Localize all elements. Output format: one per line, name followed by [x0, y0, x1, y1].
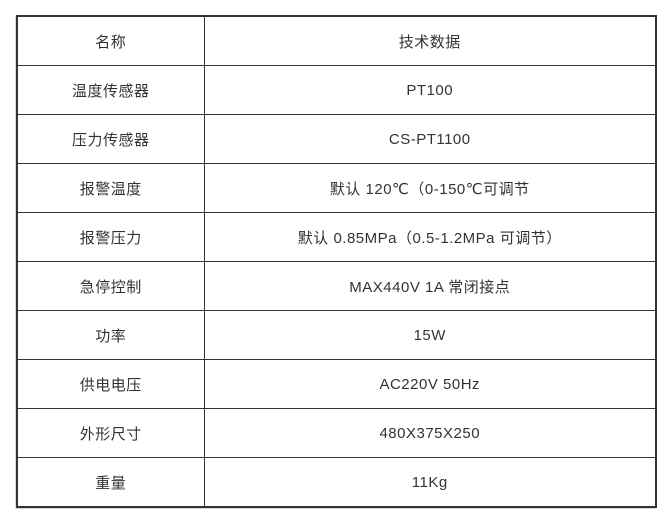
- spec-value-cell: 默认 0.85MPa（0.5-1.2MPa 可调节）: [203, 212, 657, 262]
- spec-value-cell: MAX440V 1A 常闭接点: [203, 261, 657, 311]
- table-row: 压力传感器 CS-PT1100: [16, 114, 657, 164]
- spec-label-cell: 外形尺寸: [16, 408, 205, 458]
- table-row: 供电电压 AC220V 50Hz: [16, 359, 657, 409]
- table-row: 外形尺寸 480X375X250: [16, 408, 657, 458]
- header-data-cell: 技术数据: [203, 15, 657, 66]
- spec-value-cell: CS-PT1100: [203, 114, 657, 164]
- spec-label-cell: 报警温度: [16, 163, 205, 213]
- spec-label-cell: 报警压力: [16, 212, 205, 262]
- technical-spec-table: 名称 技术数据 温度传感器 PT100 压力传感器 CS-PT1100 报警温度 默认 1…: [16, 15, 657, 508]
- spec-value-cell: 480X375X250: [203, 408, 657, 458]
- table-row: 报警温度 默认 120℃（0-150℃可调节: [16, 163, 657, 213]
- table-row: 急停控制 MAX440V 1A 常闭接点: [16, 261, 657, 311]
- table-header-row: 名称 技术数据: [16, 15, 657, 66]
- spec-label-cell: 供电电压: [16, 359, 205, 409]
- table-row: 功率 15W: [16, 310, 657, 360]
- table-row: 报警压力 默认 0.85MPa（0.5-1.2MPa 可调节）: [16, 212, 657, 262]
- spec-label-cell: 温度传感器: [16, 65, 205, 115]
- spec-value-cell: 默认 120℃（0-150℃可调节: [203, 163, 657, 213]
- table-row: 温度传感器 PT100: [16, 65, 657, 115]
- table-row: 重量 11Kg: [16, 457, 657, 508]
- spec-value-cell: AC220V 50Hz: [203, 359, 657, 409]
- spec-label-cell: 压力传感器: [16, 114, 205, 164]
- spec-value-cell: PT100: [203, 65, 657, 115]
- spec-value-cell: 15W: [203, 310, 657, 360]
- spec-label-cell: 重量: [16, 457, 205, 508]
- spec-label-cell: 功率: [16, 310, 205, 360]
- spec-label-cell: 急停控制: [16, 261, 205, 311]
- header-name-cell: 名称: [16, 15, 205, 66]
- spec-value-cell: 11Kg: [203, 457, 657, 508]
- table-body: 温度传感器 PT100 压力传感器 CS-PT1100 报警温度 默认 120℃（0-15…: [16, 65, 657, 508]
